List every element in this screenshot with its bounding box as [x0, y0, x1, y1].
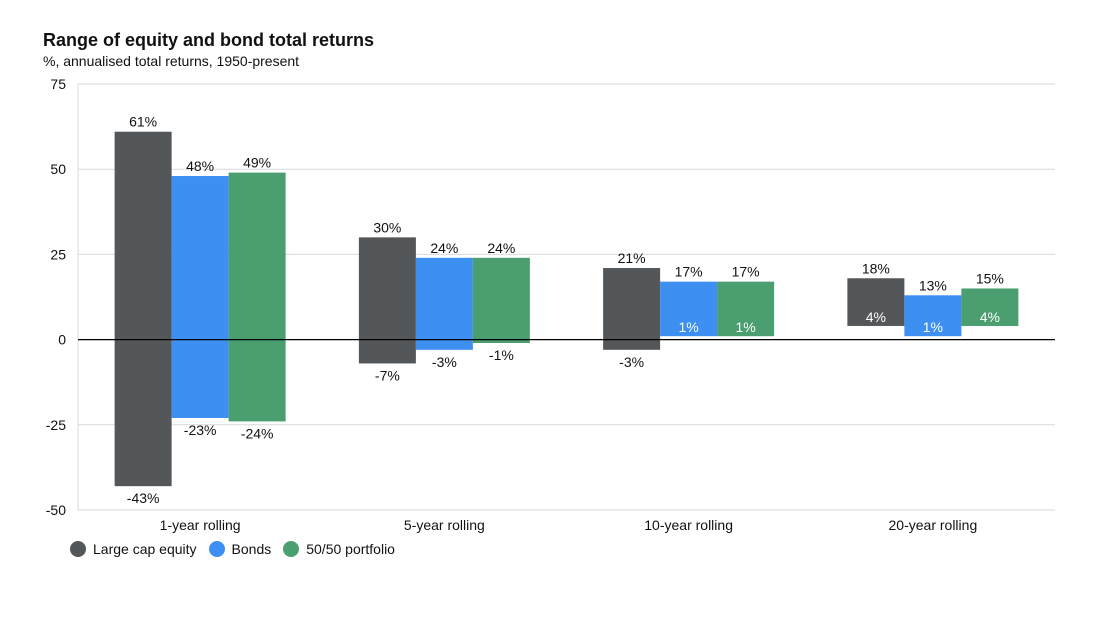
bar	[961, 288, 1019, 326]
chart-subtitle: %, annualised total returns, 1950-presen…	[43, 53, 300, 69]
legend-label-large-cap-equity: Large cap equity	[93, 541, 197, 557]
data-label-min: 4%	[866, 309, 886, 325]
data-label-min: 1%	[736, 319, 756, 335]
data-label-max: 15%	[976, 270, 1004, 286]
legend-item-50-50-portfolio: 50/50 portfolio	[283, 541, 395, 557]
bar	[603, 268, 661, 350]
data-label-min: -43%	[127, 490, 160, 506]
data-label-min: -23%	[184, 422, 217, 438]
bar	[847, 278, 905, 326]
legend-swatch-large-cap-equity	[70, 541, 86, 557]
x-tick-label: 5-year rolling	[404, 517, 485, 533]
legend-swatch-bonds	[208, 541, 225, 557]
legend-label-bonds: Bonds	[231, 541, 272, 557]
y-tick-label: 25	[50, 246, 66, 262]
data-label-max: 24%	[487, 240, 515, 256]
y-tick-label: -25	[46, 417, 66, 433]
x-tick-label: 10-year rolling	[644, 517, 733, 533]
data-label-max: 13%	[919, 277, 947, 293]
bar	[717, 281, 775, 337]
data-label-max: 17%	[675, 264, 703, 280]
data-label-max: 18%	[862, 260, 890, 276]
bar	[415, 257, 473, 350]
bar	[171, 176, 229, 418]
data-label-max: 48%	[186, 158, 214, 174]
y-tick-label: -50	[46, 502, 66, 518]
bar	[660, 281, 718, 337]
bar	[472, 257, 530, 344]
data-label-min: 4%	[980, 309, 1000, 325]
data-label-max: 21%	[618, 250, 646, 266]
bar	[358, 237, 416, 364]
data-label-min: -3%	[619, 354, 644, 370]
y-tick-label: 0	[58, 332, 66, 348]
bar	[904, 295, 962, 337]
x-tick-label: 20-year rolling	[889, 517, 978, 533]
chart-legend: Large cap equity Bonds 50/50 portfolio	[70, 541, 407, 557]
data-label-max: 17%	[732, 264, 760, 280]
legend-item-bonds: Bonds	[208, 541, 272, 557]
data-label-min: 1%	[679, 319, 699, 335]
bar	[114, 131, 172, 487]
data-label-max: 30%	[373, 219, 401, 235]
data-label-min: -3%	[432, 354, 457, 370]
data-label-max: 24%	[430, 240, 458, 256]
legend-label-50-50-portfolio: 50/50 portfolio	[306, 541, 395, 557]
data-label-min: -1%	[489, 347, 514, 363]
x-tick-label: 1-year rolling	[160, 517, 241, 533]
y-tick-label: 50	[50, 161, 66, 177]
bar	[228, 172, 286, 422]
legend-item-large-cap-equity: Large cap equity	[70, 541, 197, 557]
data-label-max: 49%	[243, 155, 271, 171]
data-label-min: -24%	[241, 425, 274, 441]
chart-title: Range of equity and bond total returns	[43, 30, 375, 50]
y-tick-label: 75	[50, 76, 66, 92]
data-label-max: 61%	[129, 114, 157, 130]
data-label-min: -7%	[375, 367, 400, 383]
legend-swatch-50-50-portfolio	[283, 541, 300, 557]
data-label-min: 1%	[923, 319, 943, 335]
